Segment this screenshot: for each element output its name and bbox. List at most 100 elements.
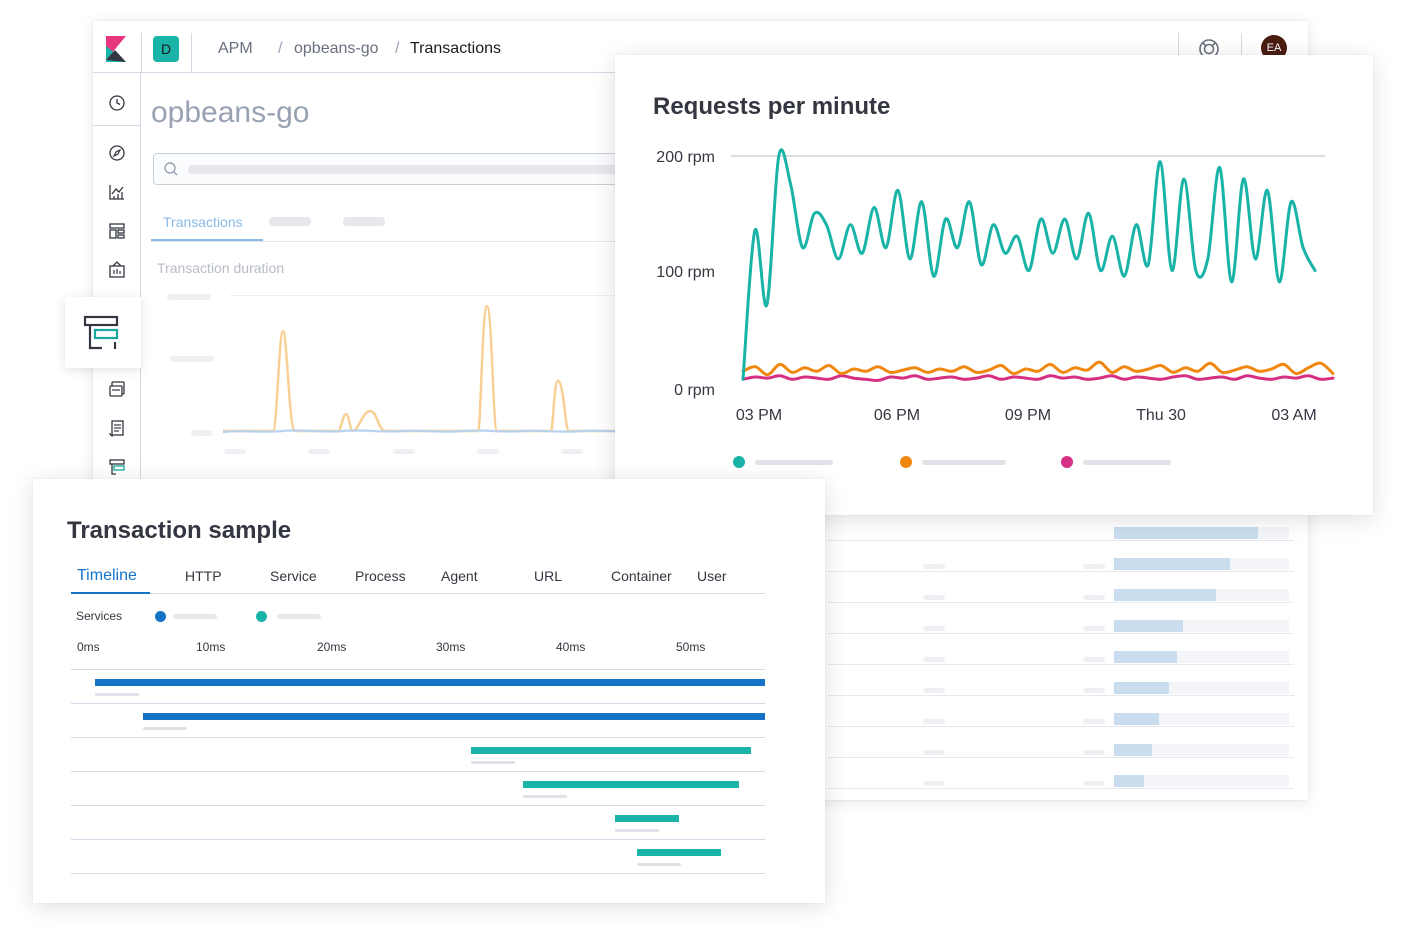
table-cell-placeholder xyxy=(1083,564,1105,569)
table-cell-placeholder xyxy=(1083,781,1105,786)
apm-icon[interactable] xyxy=(107,457,127,477)
span-bar[interactable] xyxy=(471,747,751,754)
x-tick-label: 03 AM xyxy=(1271,407,1316,424)
span-label-placeholder xyxy=(143,727,187,730)
legend-swatch[interactable] xyxy=(733,456,745,468)
table-cell-placeholder xyxy=(923,626,945,631)
row-divider xyxy=(71,771,765,772)
space-avatar[interactable]: D xyxy=(153,36,179,62)
row-divider xyxy=(71,839,765,840)
row-divider xyxy=(71,873,765,874)
grid-line xyxy=(230,295,630,296)
divider xyxy=(191,33,192,73)
tab-service[interactable]: Service xyxy=(270,568,317,584)
clock-icon[interactable] xyxy=(107,93,127,113)
visualize-icon[interactable] xyxy=(107,182,127,202)
row-divider xyxy=(71,805,765,806)
table-row-divider xyxy=(828,571,1294,572)
tab-user[interactable]: User xyxy=(697,568,727,584)
compass-icon[interactable] xyxy=(107,143,127,163)
tabs-divider xyxy=(151,241,621,242)
tab-placeholder[interactable] xyxy=(269,217,311,226)
search-input[interactable] xyxy=(153,153,628,185)
dashboard-icon[interactable] xyxy=(107,221,127,241)
breadcrumb-service[interactable]: opbeans-go xyxy=(294,40,379,57)
tab-placeholder[interactable] xyxy=(343,217,385,226)
legend-swatch[interactable] xyxy=(900,456,912,468)
span-label-placeholder xyxy=(615,829,659,832)
table-row-divider xyxy=(828,540,1294,541)
table-cell-placeholder xyxy=(1083,688,1105,693)
span-bar[interactable] xyxy=(143,713,765,720)
table-row-divider xyxy=(828,633,1294,634)
span-label-placeholder xyxy=(523,795,567,798)
breadcrumb-apm[interactable]: APM xyxy=(218,40,253,57)
x-tick-placeholder xyxy=(308,449,330,454)
table-cell-placeholder xyxy=(923,595,945,600)
kibana-logo[interactable] xyxy=(106,36,128,62)
legend-label-placeholder xyxy=(922,460,1006,465)
timeline-tick-20ms: 20ms xyxy=(317,640,347,654)
impact-bar-fill xyxy=(1114,651,1177,663)
table-row-divider xyxy=(828,602,1294,603)
table-row-divider xyxy=(828,788,1294,789)
canvas-icon[interactable] xyxy=(107,260,127,280)
duration-chart xyxy=(223,304,623,434)
timeline-tick-30ms: 30ms xyxy=(436,640,466,654)
infrastructure-icon[interactable] xyxy=(107,379,127,399)
breadcrumb-separator: / xyxy=(278,40,283,57)
sample-title: Transaction sample xyxy=(67,517,292,544)
table-row-divider xyxy=(828,726,1294,727)
x-tick-label: 03 PM xyxy=(736,407,782,424)
search-placeholder-bar xyxy=(188,165,628,174)
series-line xyxy=(741,148,1317,381)
service-name-placeholder xyxy=(173,614,217,619)
service-name-placeholder xyxy=(277,614,321,619)
timeline-tick-40ms: 40ms xyxy=(556,640,586,654)
logs-icon[interactable] xyxy=(107,418,127,438)
span-label-placeholder xyxy=(637,863,681,866)
table-cell-placeholder xyxy=(1083,657,1105,662)
tab-process[interactable]: Process xyxy=(355,568,406,584)
table-row-divider xyxy=(828,695,1294,696)
impact-bar-fill xyxy=(1114,620,1183,632)
y-tick-label: 0 rpm xyxy=(674,382,715,399)
tab-timeline[interactable]: Timeline xyxy=(77,567,137,584)
y-tick-label: 200 rpm xyxy=(656,149,715,166)
duration-series-line xyxy=(223,304,623,433)
table-cell-placeholder xyxy=(923,750,945,755)
table-cell-placeholder xyxy=(1083,750,1105,755)
tab-transactions[interactable]: Transactions xyxy=(163,214,243,230)
tab-http[interactable]: HTTP xyxy=(185,568,222,584)
tab-underline xyxy=(71,592,150,594)
search-icon xyxy=(163,161,179,177)
impact-bar-fill xyxy=(1114,558,1230,570)
x-tick-label: 09 PM xyxy=(1005,407,1051,424)
tab-underline xyxy=(151,239,263,241)
nav-divider xyxy=(93,125,141,126)
rpm-chart: 0 rpm 100 rpm 200 rpm 03 PM 06 PM 09 PM Thu 30… xyxy=(656,148,1335,468)
table-cell-placeholder xyxy=(923,564,945,569)
tab-url[interactable]: URL xyxy=(534,568,563,584)
legend-swatch[interactable] xyxy=(1061,456,1073,468)
span-label-placeholder xyxy=(95,693,139,696)
impact-bar-track xyxy=(1114,775,1289,787)
tab-container[interactable]: Container xyxy=(611,568,672,584)
span-bar[interactable] xyxy=(523,781,739,788)
y-tick-label: 100 rpm xyxy=(656,264,715,281)
impact-bar-fill xyxy=(1114,775,1144,787)
legend-label-placeholder xyxy=(755,460,833,465)
x-tick-label: 06 PM xyxy=(874,407,920,424)
apm-nav-highlight[interactable] xyxy=(65,297,141,368)
tab-agent[interactable]: Agent xyxy=(441,568,478,584)
series-line xyxy=(741,360,1335,377)
span-bar[interactable] xyxy=(615,815,679,822)
timeline-tick-10ms: 10ms xyxy=(196,640,226,654)
space-initial: D xyxy=(160,41,172,57)
page-title: opbeans-go xyxy=(151,96,310,129)
impact-bar-fill xyxy=(1114,713,1159,725)
span-bar[interactable] xyxy=(637,849,721,856)
apm-icon xyxy=(83,315,119,350)
table-cell-placeholder xyxy=(923,688,945,693)
span-bar[interactable] xyxy=(95,679,765,686)
